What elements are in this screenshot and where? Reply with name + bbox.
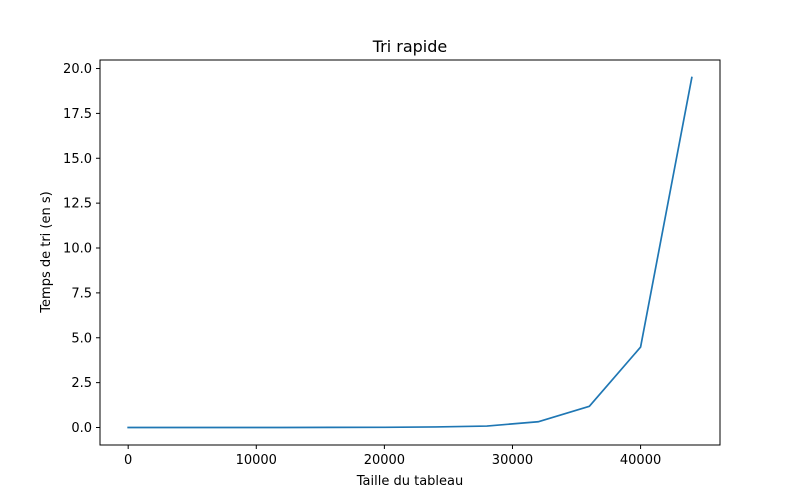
y-tick-label: 15.0 (63, 152, 92, 167)
x-axis-title: Taille du tableau (356, 474, 463, 489)
x-tick-label: 10000 (236, 453, 277, 468)
y-tick-label: 12.5 (63, 197, 92, 212)
plot-frame (99, 59, 721, 446)
y-tick-label: 17.5 (63, 107, 92, 122)
x-tick-label: 30000 (492, 453, 533, 468)
y-tick-label: 7.5 (71, 286, 92, 301)
x-tick-label: 40000 (620, 453, 661, 468)
y-tick-label: 5.0 (71, 331, 92, 346)
y-tick-label: 0.0 (71, 421, 92, 436)
chart-title: Tri rapide (372, 37, 448, 56)
x-axis: 0 10000 20000 30000 40000 (124, 445, 661, 468)
x-tick-label: 0 (124, 453, 132, 468)
series-line-0 (127, 76, 693, 429)
y-axis-title: Temps de tri (en s) (39, 191, 54, 313)
y-tick-label: 20.0 (63, 62, 92, 77)
x-tick-label: 20000 (364, 453, 405, 468)
y-tick-label: 2.5 (71, 376, 92, 391)
series-layer (127, 76, 693, 429)
y-tick-label: 10.0 (63, 242, 92, 257)
plot-area (99, 59, 721, 446)
y-axis: 0.0 2.5 5.0 7.5 10.0 12.5 15.0 17.5 20.0 (63, 62, 100, 436)
